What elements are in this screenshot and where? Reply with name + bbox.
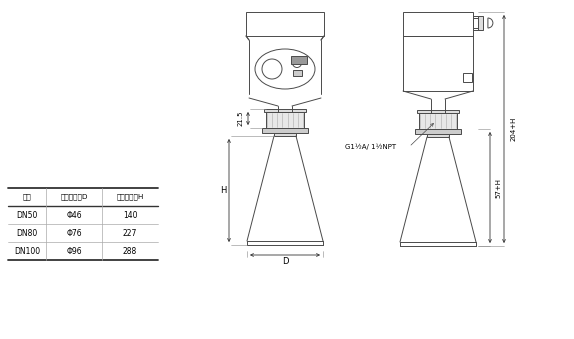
Bar — [403, 36, 473, 91]
Bar — [274, 133, 296, 136]
Text: 21.5: 21.5 — [238, 111, 244, 126]
Text: 288: 288 — [123, 246, 137, 256]
Bar — [264, 109, 306, 112]
Bar — [262, 128, 308, 133]
Text: 法兰: 法兰 — [22, 194, 32, 200]
Text: H: H — [220, 186, 226, 195]
Bar — [417, 110, 459, 113]
Text: 57+H: 57+H — [495, 178, 501, 198]
Text: Φ76: Φ76 — [66, 228, 82, 238]
Bar — [427, 134, 449, 137]
Bar — [293, 70, 302, 76]
Bar — [419, 113, 457, 129]
Bar — [266, 112, 304, 128]
Bar — [478, 16, 483, 30]
Text: Φ46: Φ46 — [66, 211, 82, 219]
Bar — [291, 56, 307, 64]
Text: DN50: DN50 — [16, 211, 38, 219]
Text: 227: 227 — [123, 228, 137, 238]
Text: 140: 140 — [123, 211, 137, 219]
Text: Φ96: Φ96 — [66, 246, 82, 256]
Text: 204+H: 204+H — [511, 117, 517, 141]
Text: 喇叭口高度H: 喇叭口高度H — [117, 194, 144, 200]
Text: G1½A/ 1½NPT: G1½A/ 1½NPT — [346, 144, 397, 150]
Bar — [463, 73, 472, 82]
Bar — [473, 18, 483, 28]
Text: 喇叭口直径D: 喇叭口直径D — [60, 194, 88, 200]
Bar — [246, 12, 324, 36]
Text: DN100: DN100 — [14, 246, 40, 256]
Text: DN80: DN80 — [17, 228, 38, 238]
Text: D: D — [282, 258, 288, 266]
Bar — [415, 129, 461, 134]
Bar — [403, 12, 473, 36]
